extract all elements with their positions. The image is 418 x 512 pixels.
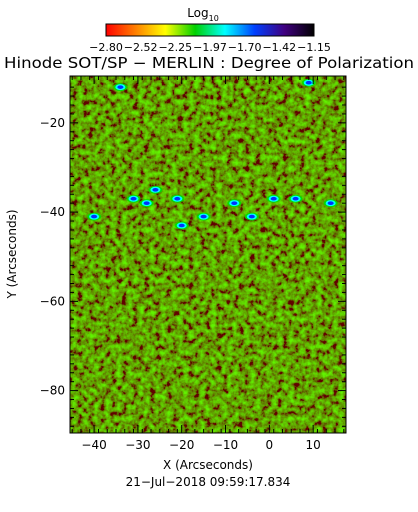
feature-core [143,201,150,205]
colorbar-tick-label: −2.52 [124,41,158,54]
feature-core [327,201,334,205]
colorbar-title: Log10 [187,6,219,23]
x-tick-label: 10 [306,438,321,452]
colorbar-tick-labels: −2.80 −2.52 −2.25 −1.97 −1.70 −1.42 −1.15 [89,41,331,54]
axes: −40 −30 −20 −10 0 10 −80 −60 −40 −20 [40,76,346,452]
colorbar-tick-label: −2.80 [89,41,123,54]
y-tick-label: −80 [40,384,65,398]
feature-core [248,214,255,219]
x-tick-label: 0 [266,438,274,452]
feature-core [174,196,181,201]
heatmap-image [70,76,346,433]
feature-core [178,223,185,228]
y-tick-label: −60 [40,294,65,308]
feature-core [117,85,124,89]
x-tick-label: −20 [169,438,194,452]
colorbar-tick-label: −2.25 [158,41,192,54]
feature-core [91,214,98,219]
feature-core [152,187,159,192]
chart-title: Hinode SOT/SP − MERLIN : Degree of Polar… [4,54,414,72]
y-axis-label: Y (Arcseconds) [5,209,19,299]
feature-core [231,201,238,205]
colorbar-tick-label: −1.15 [297,41,331,54]
x-tick-label: −40 [81,438,106,452]
x-axis-label: X (Arcseconds) [163,458,253,472]
polarization-features [87,78,338,230]
feature-core [200,214,207,219]
y-tick-label: −20 [40,116,65,130]
feature-core [270,196,277,201]
x-tick-label: −30 [125,438,150,452]
colorbar-tick-label: −1.97 [193,41,227,54]
colorbar-tick-label: −1.70 [228,41,262,54]
colorbar-tick-label: −1.42 [262,41,296,54]
colorbar [105,23,315,37]
timestamp: 21−Jul−2018 09:59:17.834 [126,475,291,489]
feature-core [292,196,299,201]
x-tick-label: −10 [213,438,238,452]
y-tick-label: −40 [40,205,65,219]
plot-frame [69,75,347,434]
feature-core [305,80,312,85]
feature-core [130,196,137,201]
